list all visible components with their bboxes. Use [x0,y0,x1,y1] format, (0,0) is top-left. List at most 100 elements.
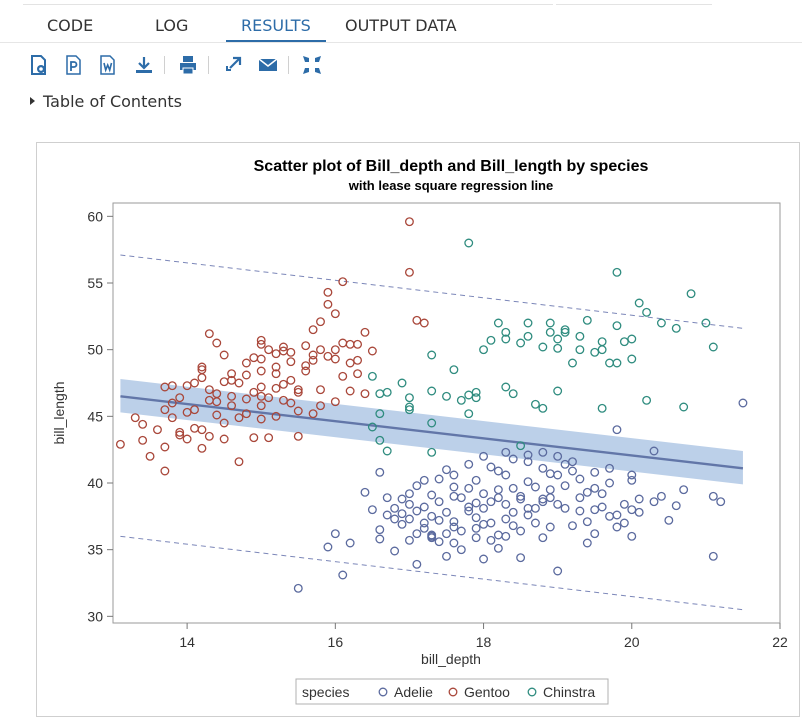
data-point-adelie [575,493,585,503]
data-point-adelie [442,465,451,475]
data-point-adelie [464,459,474,469]
regression-line [120,395,744,470]
x-tick-label: 18 [476,634,492,650]
legend-entry-chinstra: Chinstra [543,684,595,700]
data-point-adelie [493,530,503,540]
data-point-adelie [627,475,637,485]
data-point-chinstra [642,395,652,405]
data-point-gentoo [175,430,185,440]
results-toolbar [0,52,802,80]
data-point-adelie [516,491,526,501]
data-point-gentoo [367,346,377,356]
data-point-adelie [390,514,400,524]
data-point-gentoo [308,409,318,419]
data-point-gentoo [271,411,281,421]
y-tick-label: 40 [87,475,103,491]
data-point-adelie [375,525,385,535]
data-point-adelie [471,523,481,533]
data-point-gentoo [130,413,140,423]
data-point-chinstra [516,441,526,451]
data-point-gentoo [175,427,185,437]
data-point-gentoo [316,317,325,327]
data-point-gentoo [271,383,281,393]
email-icon[interactable] [257,54,279,76]
data-point-gentoo [219,350,229,360]
data-point-adelie [590,483,600,493]
data-point-adelie [560,481,570,491]
data-point-gentoo [256,354,266,364]
top-strip-left [23,0,553,5]
data-point-adelie [590,529,600,539]
table-of-contents-toggle[interactable]: Table of Contents [30,92,182,111]
data-point-gentoo [167,413,177,423]
data-point-adelie [464,483,474,493]
data-point-gentoo [360,327,370,337]
open-new-window-icon[interactable] [222,54,244,76]
data-point-gentoo [316,401,325,411]
tab-log[interactable]: LOG [155,16,189,35]
data-point-gentoo [138,419,148,429]
data-point-adelie [605,478,614,488]
data-point-adelie [605,511,614,521]
data-point-gentoo [227,391,237,401]
data-point-adelie [627,470,637,480]
data-point-adelie [323,542,333,552]
data-point-adelie [479,451,489,461]
data-point-adelie [493,485,503,495]
table-of-contents-label: Table of Contents [43,92,182,111]
data-point-gentoo [241,370,251,380]
data-point-chinstra [671,323,681,333]
data-point-adelie [427,530,437,540]
html-report-icon[interactable] [28,54,50,76]
chart-title: Scatter plot of Bill_depth and Bill_leng… [254,158,649,175]
data-point-adelie [427,490,437,500]
x-axis: 14 16 18 20 22 [179,623,788,650]
data-point-adelie [508,454,518,464]
y-tick-label: 30 [87,608,103,624]
data-point-chinstra [560,327,570,337]
data-point-adelie [619,518,629,528]
data-point-chinstra [449,365,459,375]
data-point-gentoo [293,387,303,397]
data-point-chinstra [538,342,548,352]
data-point-adelie [605,463,614,473]
data-point-gentoo [316,385,325,395]
data-point-gentoo [197,362,207,372]
tab-results[interactable]: RESULTS [241,16,311,35]
data-point-chinstra [590,347,600,357]
download-icon[interactable] [133,54,155,76]
data-point-adelie [338,570,348,580]
data-point-chinstra [560,325,570,335]
data-point-gentoo [360,389,370,399]
data-point-gentoo [293,431,303,441]
word-report-icon[interactable] [97,54,119,76]
data-point-chinstra [382,387,392,397]
data-point-chinstra [427,418,437,428]
data-point-adelie [456,493,466,503]
fit-expand-icon[interactable] [301,54,323,76]
data-point-chinstra [686,289,696,299]
data-point-gentoo [167,398,177,408]
data-point-adelie [508,507,518,517]
tab-code[interactable]: CODE [47,16,94,35]
data-point-gentoo [204,385,214,395]
pdf-report-icon[interactable] [63,54,85,76]
data-point-adelie [404,535,414,545]
data-point-chinstra [612,321,622,331]
data-point-chinstra [493,318,503,328]
data-point-gentoo [279,379,288,389]
data-point-chinstra [397,378,407,388]
data-point-gentoo [286,375,296,385]
legend-marker-gentoo [448,687,458,697]
x-tick-label: 16 [328,634,344,650]
tab-output-data[interactable]: OUTPUT DATA [345,16,457,35]
data-point-adelie [471,498,481,508]
data-point-gentoo [145,451,155,461]
data-point [404,267,414,277]
data-point-chinstra [367,422,377,432]
print-icon[interactable] [177,54,199,76]
data-point-gentoo [197,443,207,453]
data-point-adelie [449,491,459,501]
data-point-adelie [375,467,385,477]
data-point-adelie [656,491,666,501]
